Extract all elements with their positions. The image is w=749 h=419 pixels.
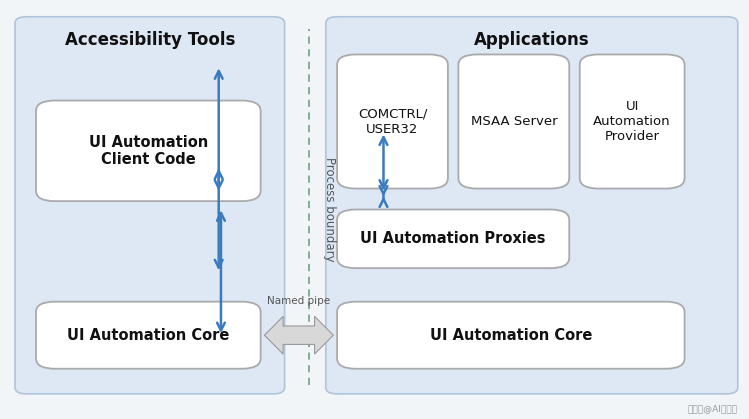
Text: UI Automation Core: UI Automation Core <box>430 328 592 343</box>
FancyBboxPatch shape <box>337 54 448 189</box>
FancyBboxPatch shape <box>337 302 685 369</box>
Text: Applications: Applications <box>474 31 589 49</box>
Text: UI Automation Proxies: UI Automation Proxies <box>360 231 546 246</box>
Text: Process boundary: Process boundary <box>323 157 336 262</box>
Text: COMCTRL/
USER32: COMCTRL/ USER32 <box>358 108 427 135</box>
FancyBboxPatch shape <box>15 17 285 394</box>
Polygon shape <box>264 316 333 354</box>
Text: UI
Automation
Provider: UI Automation Provider <box>593 100 671 143</box>
FancyBboxPatch shape <box>580 54 685 189</box>
Text: MSAA Server: MSAA Server <box>470 115 557 128</box>
FancyBboxPatch shape <box>326 17 738 394</box>
Text: Accessibility Tools: Accessibility Tools <box>64 31 235 49</box>
Text: Named pipe: Named pipe <box>267 296 330 306</box>
Text: UI Automation Core: UI Automation Core <box>67 328 229 343</box>
FancyBboxPatch shape <box>36 101 261 201</box>
FancyBboxPatch shape <box>337 210 569 268</box>
Text: UI Automation
Client Code: UI Automation Client Code <box>88 134 208 167</box>
FancyBboxPatch shape <box>458 54 569 189</box>
FancyBboxPatch shape <box>36 302 261 369</box>
Text: 搜狐号@AI评论员: 搜狐号@AI评论员 <box>688 404 738 413</box>
